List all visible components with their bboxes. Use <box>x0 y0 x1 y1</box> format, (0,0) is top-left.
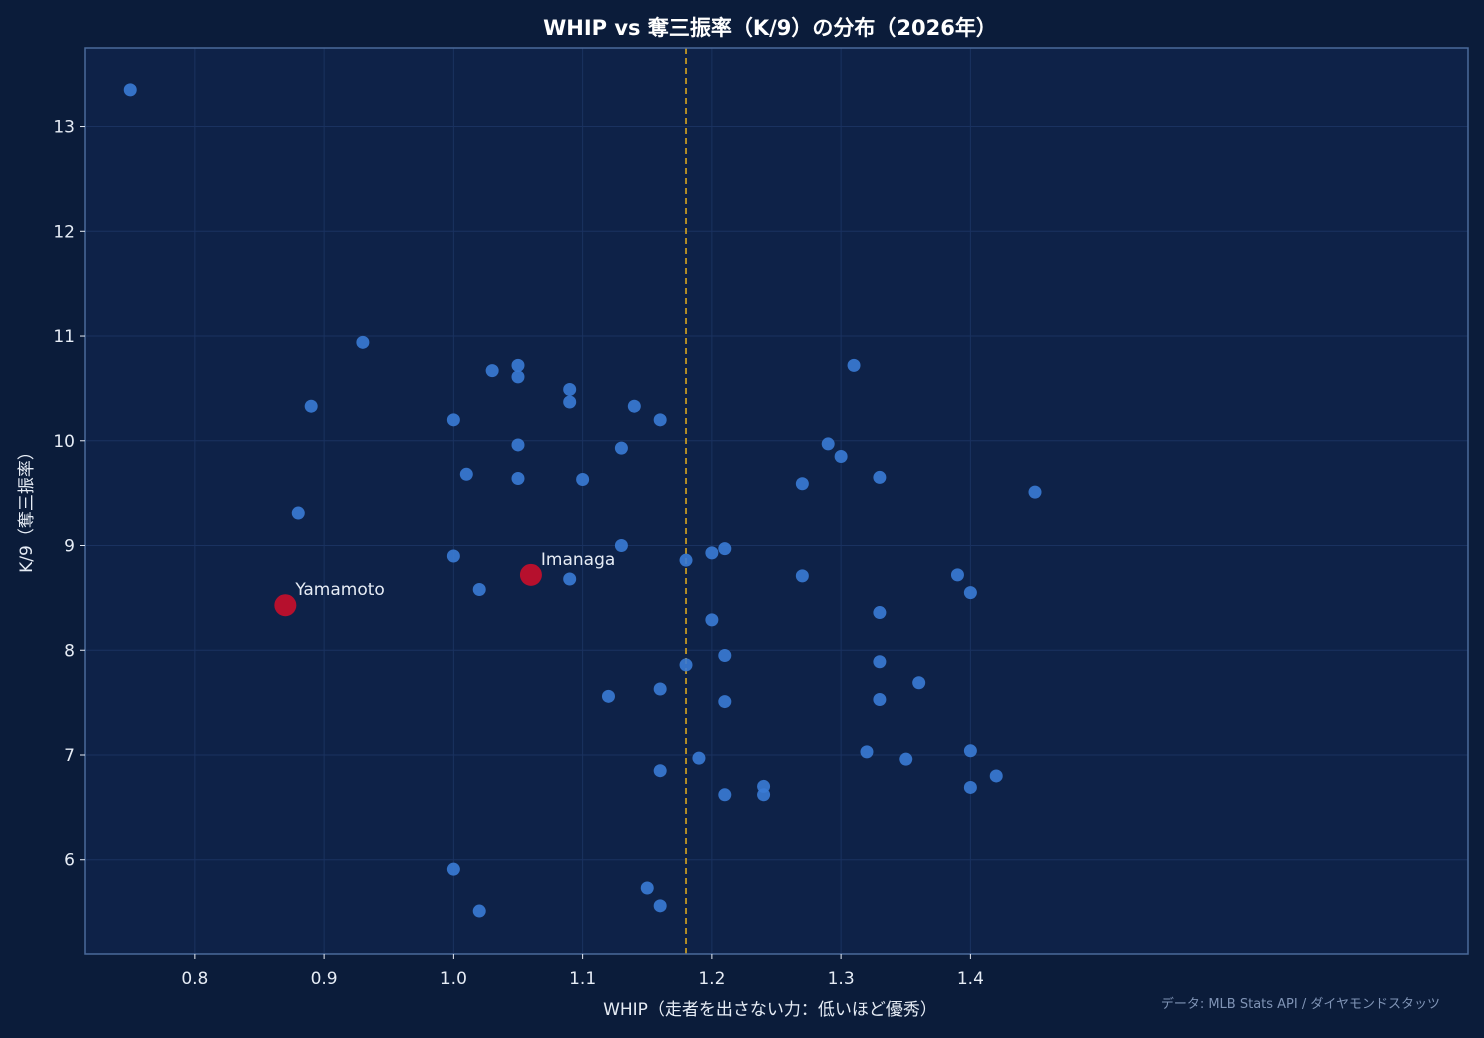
data-point <box>563 382 577 396</box>
x-axis-label: WHIP（走者を出さない力：低いほど優秀） <box>603 1000 937 1020</box>
data-point <box>679 553 693 567</box>
chart-title: WHIP vs 奪三振率（K/9）の分布（2026年） <box>543 16 997 40</box>
data-point <box>446 549 460 563</box>
point-labels: Yamamoto Imanaga <box>294 550 615 600</box>
data-point <box>640 881 654 895</box>
data-point <box>795 569 809 583</box>
data-point <box>485 364 499 378</box>
y-tick-label: 7 <box>64 746 75 766</box>
data-point <box>821 437 835 451</box>
y-tick-label: 9 <box>64 537 75 557</box>
x-tick-label: 0.8 <box>181 969 208 989</box>
data-point <box>291 506 305 520</box>
data-point <box>511 370 525 384</box>
data-point <box>834 449 848 463</box>
data-point <box>123 83 137 97</box>
y-tick-label: 10 <box>53 432 75 452</box>
data-point <box>653 899 667 913</box>
x-tick-label: 1.0 <box>440 969 467 989</box>
y-axis-label: K/9（奪三振率） <box>17 443 37 573</box>
data-points <box>123 83 1042 918</box>
x-tick-label: 0.9 <box>311 969 338 989</box>
data-point <box>860 745 874 759</box>
data-point <box>653 764 667 778</box>
highlight-label: Yamamoto <box>294 580 384 600</box>
plot-frame <box>84 47 1469 955</box>
data-point <box>614 539 628 553</box>
data-point <box>795 477 809 491</box>
data-point <box>511 438 525 452</box>
data-point <box>1028 485 1042 499</box>
data-point <box>963 780 977 794</box>
y-tick-label: 13 <box>53 118 75 138</box>
data-point <box>576 473 590 487</box>
data-point <box>653 413 667 427</box>
data-point <box>873 470 887 484</box>
highlight-point <box>274 594 297 617</box>
y-tick-label: 11 <box>53 327 75 347</box>
y-tick-label: 12 <box>53 222 75 242</box>
highlight-point <box>519 563 542 586</box>
data-point <box>627 399 641 413</box>
data-point <box>912 676 926 690</box>
x-tick-label: 1.3 <box>828 969 855 989</box>
highlight-label: Imanaga <box>541 550 615 570</box>
x-tick-label: 1.1 <box>569 969 596 989</box>
data-point <box>873 655 887 669</box>
data-point <box>718 648 732 662</box>
data-point <box>757 788 771 802</box>
data-point <box>563 572 577 586</box>
data-point <box>356 335 370 349</box>
data-point <box>459 467 473 481</box>
x-axis-ticks: 0.8 0.9 1.0 1.1 1.2 1.3 1.4 <box>181 954 984 989</box>
y-tick-label: 6 <box>64 851 75 871</box>
source-note: データ: MLB Stats API / ダイヤモンドスタッツ <box>1161 996 1440 1012</box>
y-axis-ticks: 6 7 8 9 10 11 12 13 <box>53 118 85 871</box>
y-tick-label: 8 <box>64 641 75 661</box>
x-tick-label: 1.4 <box>957 969 984 989</box>
data-point <box>601 689 615 703</box>
data-point <box>718 542 732 556</box>
data-point <box>304 399 318 413</box>
data-point <box>653 682 667 696</box>
data-point <box>679 658 693 672</box>
data-point <box>873 606 887 620</box>
data-point <box>899 752 913 766</box>
data-point <box>563 395 577 409</box>
data-point <box>614 441 628 455</box>
data-point <box>963 586 977 600</box>
plot-area <box>85 48 1468 954</box>
data-point <box>847 358 861 372</box>
data-point <box>446 862 460 876</box>
data-point <box>705 546 719 560</box>
data-point <box>511 471 525 485</box>
data-point <box>989 769 1003 783</box>
data-point <box>963 744 977 758</box>
data-point <box>472 904 486 918</box>
data-point <box>718 695 732 709</box>
data-point <box>472 583 486 597</box>
x-tick-label: 1.2 <box>698 969 725 989</box>
data-point <box>950 568 964 582</box>
data-point <box>718 788 732 802</box>
data-point <box>511 358 525 372</box>
data-point <box>692 751 706 765</box>
grid-lines <box>85 48 1468 954</box>
data-point <box>873 692 887 706</box>
data-point <box>446 413 460 427</box>
data-point <box>705 613 719 627</box>
